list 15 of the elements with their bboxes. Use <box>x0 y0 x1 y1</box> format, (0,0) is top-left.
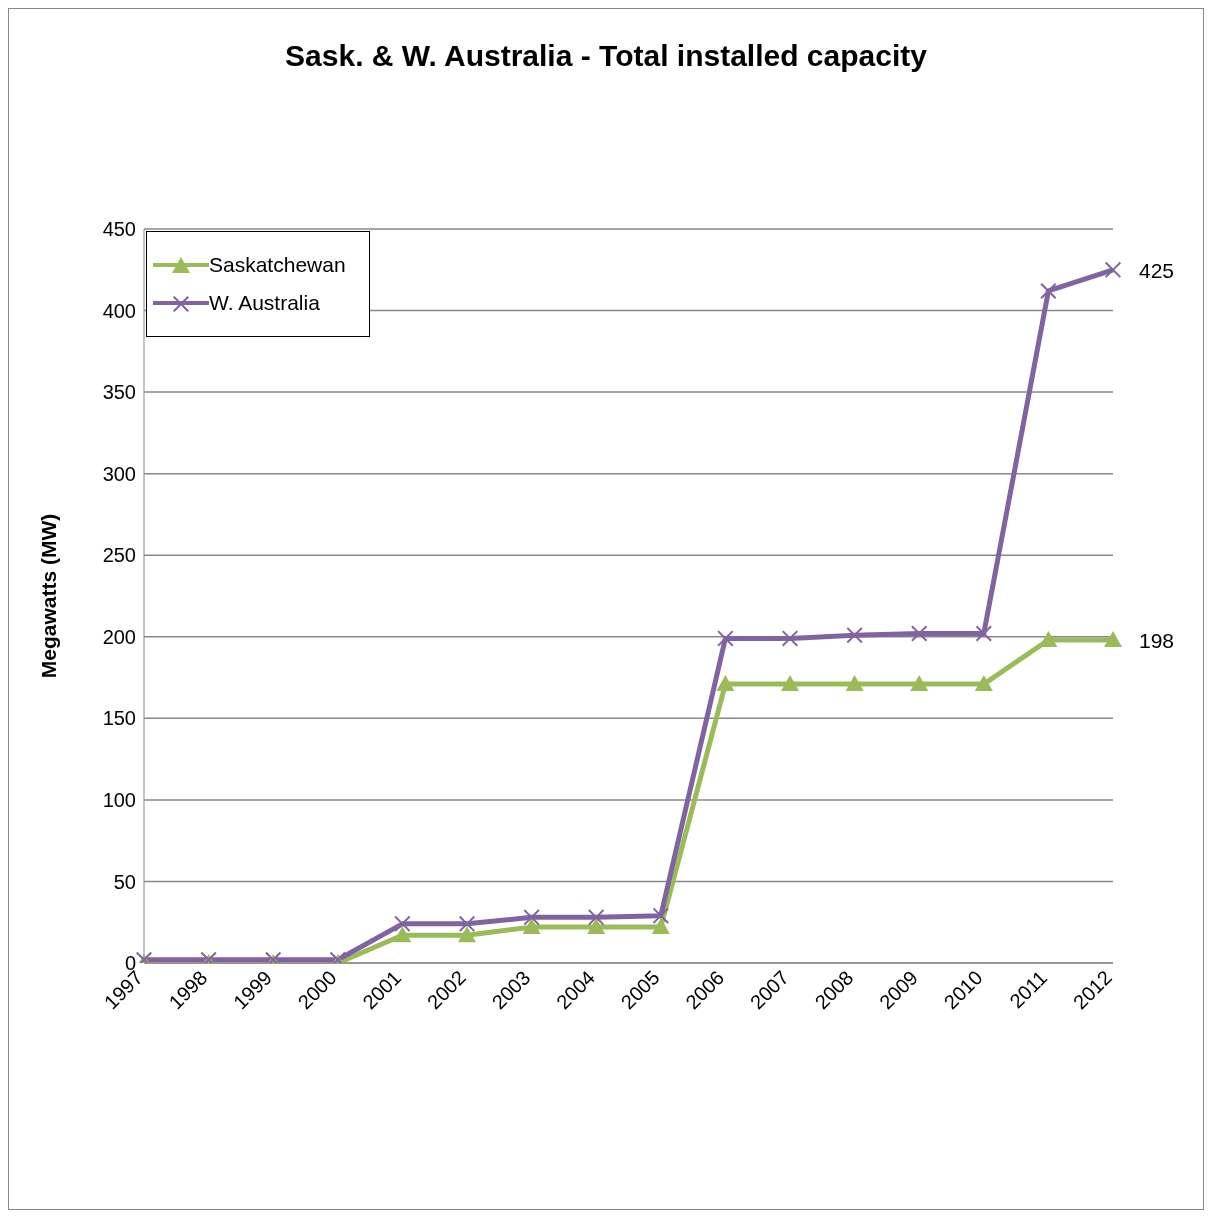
legend-label: Saskatchewan <box>209 253 346 277</box>
y-tick-label: 250 <box>102 544 136 567</box>
y-tick-label: 450 <box>102 218 136 241</box>
y-tick-label: 350 <box>102 381 136 404</box>
y-tick-label: 200 <box>102 625 136 648</box>
y-tick-label: 400 <box>102 299 136 322</box>
legend-label: W. Australia <box>209 291 320 315</box>
y-axis-title: Megawatts (MW) <box>37 513 61 679</box>
data-label: 425 <box>1139 258 1175 282</box>
y-tick-label: 150 <box>102 707 136 730</box>
y-tick-label: 100 <box>102 788 136 811</box>
y-tick-label: 300 <box>102 462 136 485</box>
data-label: 198 <box>1139 629 1175 653</box>
y-tick-label: 50 <box>113 870 136 893</box>
chart-title: Sask. & W. Australia - Total installed capacity <box>284 39 928 73</box>
